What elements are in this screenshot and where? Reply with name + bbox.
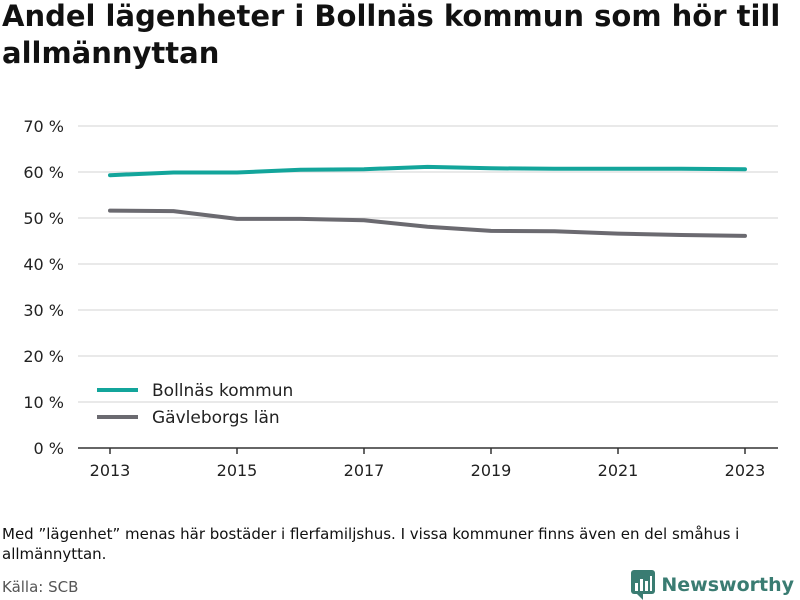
- legend-label: Bollnäs kommun: [152, 381, 293, 401]
- x-tick-label: 2023: [725, 461, 766, 480]
- newsworthy-logo: Newsworthy: [631, 570, 794, 600]
- y-tick-label: 30 %: [23, 301, 64, 320]
- y-tick-label: 0 %: [34, 439, 64, 458]
- x-tick-label: 2021: [598, 461, 639, 480]
- line-chart: 0 % 10 % 20 % 30 % 40 % 50 % 60 % 70 % 2013 2015…: [23, 117, 778, 480]
- y-tick-label: 70 %: [23, 117, 64, 136]
- legend: Bollnäs kommun Gävleborgs län: [97, 381, 293, 428]
- y-tick-label: 10 %: [23, 393, 64, 412]
- footnote: Med ”lägenhet” menas här bostäder i fler…: [2, 525, 740, 563]
- newsworthy-logo-icon: [631, 570, 656, 600]
- legend-item: Gävleborgs län: [97, 408, 280, 428]
- y-tick-label: 20 %: [23, 347, 64, 366]
- x-tick-label: 2017: [344, 461, 385, 480]
- chart-title: Andel lägenheter i Bollnäs kommun som hö…: [2, 0, 781, 70]
- y-axis-ticks: 0 % 10 % 20 % 30 % 40 % 50 % 60 % 70 %: [23, 117, 64, 458]
- legend-label: Gävleborgs län: [152, 408, 280, 428]
- x-tick-label: 2013: [90, 461, 131, 480]
- series-line-2: [108, 208, 747, 238]
- series-lines: [108, 164, 747, 238]
- legend-item: Bollnäs kommun: [97, 381, 293, 401]
- x-tick-label: 2015: [217, 461, 258, 480]
- x-axis: 2013 2015 2017 2019 2021 2023: [78, 447, 778, 480]
- y-tick-label: 40 %: [23, 255, 64, 274]
- y-tick-label: 60 %: [23, 163, 64, 182]
- x-tick-label: 2019: [471, 461, 512, 480]
- series-line-1: [108, 164, 747, 178]
- y-tick-label: 50 %: [23, 209, 64, 228]
- brand-name: Newsworthy: [661, 574, 794, 596]
- source-text: Källa: SCB: [2, 578, 79, 596]
